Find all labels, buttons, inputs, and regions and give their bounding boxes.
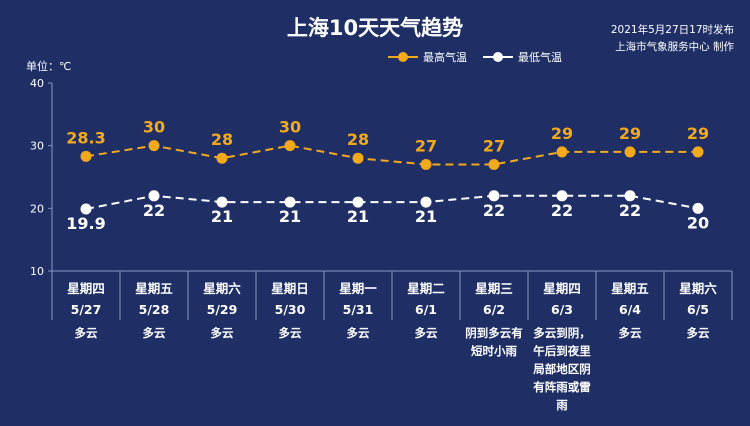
high-temp-point bbox=[420, 158, 432, 170]
low-temp-point bbox=[284, 196, 296, 208]
weather-desc: 多云 bbox=[687, 326, 710, 340]
date-label: 5/29 bbox=[207, 302, 238, 317]
weather-desc: 多云 bbox=[415, 326, 438, 340]
weather-desc: 多云 bbox=[279, 326, 302, 340]
low-temp-label: 21 bbox=[415, 207, 437, 226]
weather-desc: 多云 bbox=[619, 326, 642, 340]
high-temp-point bbox=[216, 152, 228, 164]
weekday-label: 星期日 bbox=[271, 281, 309, 296]
low-temp-label: 19.9 bbox=[66, 214, 105, 233]
high-temp-point bbox=[556, 146, 568, 158]
high-temp-legend-icon bbox=[388, 51, 418, 63]
date-label: 6/2 bbox=[483, 302, 505, 317]
low-temp-legend-icon bbox=[483, 51, 513, 63]
low-temp-label: 21 bbox=[279, 207, 301, 226]
low-temp-label: 22 bbox=[551, 201, 573, 220]
legend-item-low: 最低气温 bbox=[483, 49, 562, 65]
unit-label: 单位：℃ bbox=[26, 60, 72, 73]
weather-desc: 短时小雨 bbox=[471, 344, 517, 358]
weather-desc: 多云 bbox=[211, 326, 234, 340]
date-label: 6/4 bbox=[619, 302, 641, 317]
weekday-label: 星期四 bbox=[543, 281, 581, 296]
high-temp-point bbox=[352, 152, 364, 164]
high-temp-point bbox=[284, 140, 296, 152]
high-temp-label: 27 bbox=[415, 136, 437, 155]
high-temp-line bbox=[85, 144, 698, 166]
date-label: 6/5 bbox=[687, 302, 709, 317]
high-temp-label: 28.3 bbox=[66, 128, 105, 147]
chart-legend: 最高气温 最低气温 bbox=[388, 49, 578, 65]
high-temp-point bbox=[80, 150, 92, 162]
weekday-label: 星期一 bbox=[339, 281, 377, 296]
low-temp-point bbox=[692, 202, 704, 214]
weather-desc: 午后到夜里 bbox=[533, 344, 591, 358]
publish-time: 2021年5月27日17时发布 bbox=[610, 24, 734, 36]
high-temp-label: 30 bbox=[279, 118, 301, 137]
weather-desc: 有阵雨或雷 bbox=[533, 380, 591, 394]
high-temp-label: 29 bbox=[619, 124, 641, 143]
low-temp-label: 20 bbox=[687, 213, 709, 232]
high-temp-point bbox=[148, 140, 160, 152]
weekday-label: 星期三 bbox=[475, 281, 513, 296]
low-temp-point bbox=[420, 196, 432, 208]
weather-desc: 多云到阴， bbox=[533, 326, 591, 340]
weekday-label: 星期四 bbox=[67, 281, 105, 296]
y-tick-label: 30 bbox=[30, 140, 44, 153]
legend-label-low: 最低气温 bbox=[518, 51, 562, 64]
date-label: 5/30 bbox=[275, 302, 306, 317]
publisher: 上海市气象服务中心 制作 bbox=[615, 41, 734, 53]
weekday-label: 星期二 bbox=[407, 281, 445, 296]
low-temp-point bbox=[624, 190, 636, 202]
high-temp-label: 29 bbox=[551, 124, 573, 143]
legend-item-high: 最高气温 bbox=[388, 49, 467, 65]
date-label: 5/28 bbox=[139, 302, 170, 317]
high-temp-label: 28 bbox=[211, 130, 233, 149]
weekday-label: 星期五 bbox=[135, 281, 173, 296]
weather-desc: 雨 bbox=[556, 398, 568, 412]
low-temp-label: 22 bbox=[143, 201, 165, 220]
weekday-label: 星期六 bbox=[679, 281, 717, 296]
date-label: 6/1 bbox=[415, 302, 437, 317]
weekday-label: 星期六 bbox=[203, 281, 241, 296]
low-temp-point bbox=[148, 190, 160, 202]
low-temp-label: 22 bbox=[619, 201, 641, 220]
low-temp-point bbox=[352, 196, 364, 208]
low-temp-label: 21 bbox=[211, 207, 233, 226]
y-tick-label: 40 bbox=[30, 77, 44, 90]
high-temp-label: 30 bbox=[143, 118, 165, 137]
weather-desc: 多云 bbox=[347, 326, 370, 340]
high-temp-point bbox=[624, 146, 636, 158]
weather-desc: 多云 bbox=[75, 326, 98, 340]
weather-desc: 局部地区阴 bbox=[532, 362, 591, 376]
high-temp-label: 27 bbox=[483, 136, 505, 155]
date-label: 5/31 bbox=[343, 302, 374, 317]
y-tick-label: 20 bbox=[30, 202, 44, 215]
low-temp-point bbox=[80, 203, 92, 215]
high-temp-label: 29 bbox=[687, 124, 709, 143]
high-temp-point bbox=[488, 158, 500, 170]
publish-info: 2021年5月27日17时发布 上海市气象服务中心 制作 bbox=[611, 22, 734, 56]
y-tick-label: 10 bbox=[30, 265, 44, 278]
low-temp-point bbox=[488, 190, 500, 202]
low-temp-line bbox=[85, 194, 699, 210]
low-temp-label: 21 bbox=[347, 207, 369, 226]
high-temp-point bbox=[692, 146, 704, 158]
page-title: 上海10天天气趋势 bbox=[286, 16, 464, 40]
weather-desc: 多云 bbox=[143, 326, 166, 340]
date-label: 5/27 bbox=[71, 302, 102, 317]
low-temp-label: 22 bbox=[483, 201, 505, 220]
high-temp-label: 28 bbox=[347, 130, 369, 149]
weekday-label: 星期五 bbox=[611, 281, 649, 296]
low-temp-point bbox=[556, 190, 568, 202]
date-label: 6/3 bbox=[551, 302, 573, 317]
weather-desc: 阴到多云有 bbox=[465, 326, 523, 340]
low-temp-point bbox=[216, 196, 228, 208]
legend-label-high: 最高气温 bbox=[423, 51, 467, 64]
